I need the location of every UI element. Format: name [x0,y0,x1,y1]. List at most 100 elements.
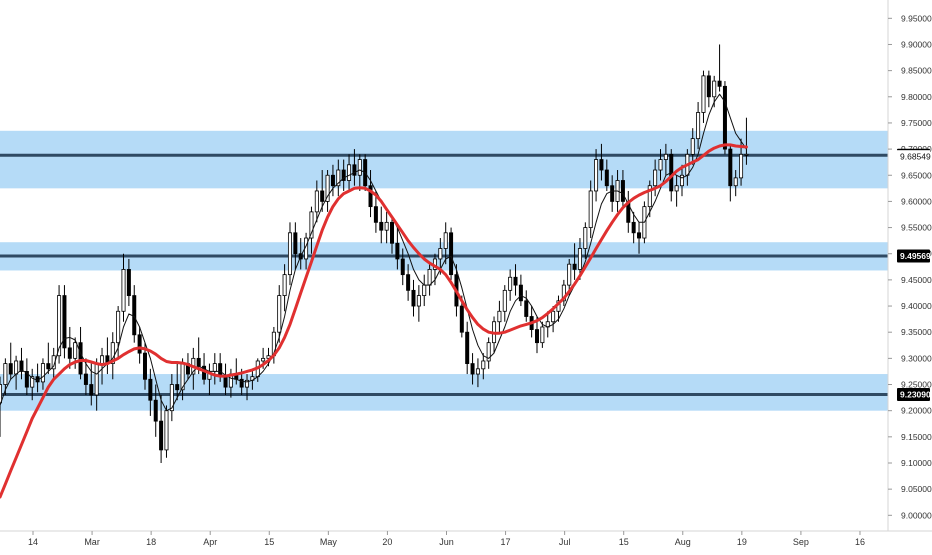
candle-body [3,363,8,385]
candle [352,149,357,186]
candle-body [637,232,642,239]
candle [663,143,668,176]
y-tick-label: 9.90000 [901,39,932,49]
candle [142,342,147,390]
ma-layer [0,93,748,499]
candle [561,279,566,307]
candle-body [368,185,373,208]
candle-body [561,284,566,302]
candle [395,227,400,270]
x-tick-label: 20 [382,537,392,547]
ma-slow-line [0,143,748,499]
y-tick-label: 9.60000 [901,196,932,206]
candle-body [604,169,609,187]
candle-body [722,85,727,150]
candle [30,368,35,401]
candle-body [293,232,298,255]
candle-body [121,269,126,312]
candle-body [497,310,502,323]
candle-body [347,164,352,181]
candle-body [712,80,717,98]
y-tick-label: 9.05000 [901,484,932,494]
candle-body [481,360,486,370]
candle-body [416,295,421,307]
candle-body [572,263,577,270]
candle-body [320,190,325,202]
candle [728,143,733,202]
candle-body [674,185,679,192]
y-tick-label: 9.65000 [901,170,932,180]
candle [696,102,701,150]
candle [293,222,298,270]
candle [0,376,3,437]
candle [19,347,24,380]
candle-body [57,295,62,357]
candle-body [336,169,341,187]
candle [384,211,389,244]
candle-body [701,75,706,113]
candle-body [524,300,529,317]
candle [744,117,749,165]
x-tick-label: 16 [855,537,865,547]
candle-body [696,112,701,140]
candle [169,374,174,422]
candle-body [384,221,389,231]
candle [674,175,679,207]
y-tick-label: 9.25000 [901,380,932,390]
candle-body [540,326,545,344]
candle-body [733,177,738,187]
candle-body [164,410,169,451]
candle-body [744,153,749,156]
candle-body [577,248,582,270]
candle [475,358,480,388]
candle [153,384,158,437]
candle-body [513,276,518,286]
y-tick-label: 9.75000 [901,118,932,128]
candle [40,358,45,390]
x-tick-label: Jun [439,537,454,547]
candle [524,290,529,322]
candle [701,70,706,123]
candle-body [620,180,625,202]
candle-body [314,190,319,213]
level-price-tag [897,388,930,402]
candle [411,279,416,317]
candle-body [475,368,480,375]
candle-body [196,357,201,367]
candle-body [470,363,475,375]
candle-body [610,185,615,202]
candle [368,170,373,218]
y-tick-label: 9.85000 [901,66,932,76]
candle-body [658,159,663,171]
y-tick-label: 9.00000 [901,510,932,520]
candle [443,222,448,265]
candle-body [126,269,131,296]
candle-body [679,174,684,187]
candle-body [427,269,432,286]
ma-fast-line [0,93,747,412]
candle [24,358,29,395]
candle [121,253,126,322]
candle-body [330,174,335,187]
candle [277,285,282,343]
candle-body [46,363,51,370]
candle-body [379,221,384,231]
candle-body [663,153,668,160]
candle [583,222,588,259]
candle [406,264,411,301]
y-tick-label: 9.20000 [901,406,932,416]
candle [502,285,507,322]
candle-body [411,289,416,307]
candle-body [567,263,572,286]
candle [8,342,13,380]
x-tick-label: Jul [559,537,571,547]
candle [481,353,486,380]
candle-body [212,363,217,372]
candle-body [728,148,733,187]
candle [486,337,491,369]
candle-body [400,258,405,276]
candle-body [62,295,67,349]
candle-body [406,274,411,291]
candle-body [73,342,78,359]
y-tick-label: 9.40000 [901,301,932,311]
